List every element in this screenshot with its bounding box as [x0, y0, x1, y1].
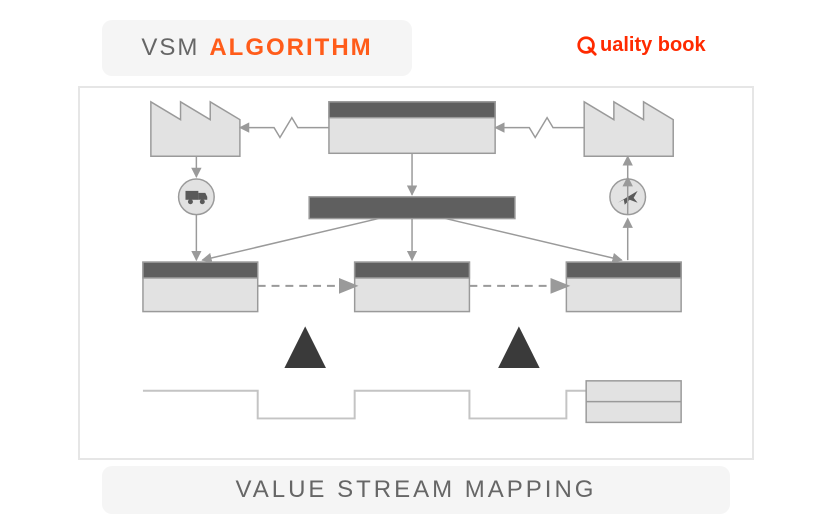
- factory-right: [584, 102, 673, 156]
- header-title-part1: VSM: [141, 34, 199, 62]
- brand-logo: uality book: [576, 34, 706, 57]
- vsm-diagram-card: [78, 86, 754, 460]
- tri-2: [498, 326, 540, 368]
- proc-2: [355, 262, 470, 311]
- ctrl-to-p1: [202, 219, 378, 261]
- truck-icon: [179, 179, 215, 215]
- zig-left: [240, 118, 329, 138]
- footer-title-text: VALUE STREAM MAPPING: [236, 476, 597, 504]
- control-bar: [309, 197, 515, 219]
- footer-title-pill: VALUE STREAM MAPPING: [102, 466, 730, 514]
- zig-right: [495, 118, 584, 138]
- header-title-pill: VSM ALGORITHM: [102, 20, 412, 76]
- top-process: [329, 102, 495, 153]
- timeline-end-box: [586, 381, 681, 423]
- tri-1: [284, 326, 326, 368]
- logo-q-icon: [576, 35, 598, 57]
- factory-left: [151, 102, 240, 156]
- proc-3: [566, 262, 681, 311]
- header-title-part2: ALGORITHM: [209, 34, 372, 62]
- logo-text: uality book: [600, 34, 706, 57]
- ctrl-to-p3: [446, 219, 622, 261]
- vsm-diagram-svg: [80, 88, 752, 458]
- proc-1: [143, 262, 258, 311]
